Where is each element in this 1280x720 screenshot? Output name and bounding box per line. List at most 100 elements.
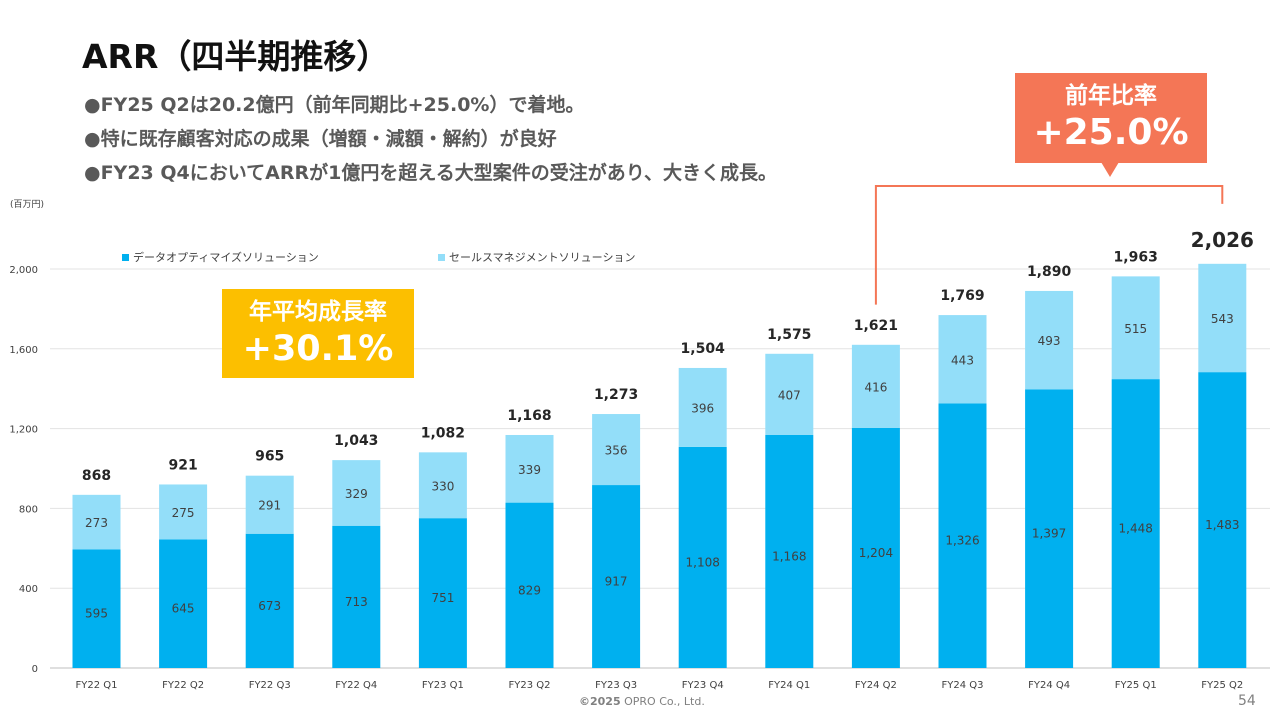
data-label-sales-management: 291 (258, 499, 281, 513)
bar-data-optimize (245, 533, 294, 668)
data-label-sales-management: 396 (691, 401, 714, 415)
data-label-data-optimize: 1,168 (772, 549, 806, 563)
page-number: 54 (1238, 693, 1256, 709)
bar-data-optimize (938, 403, 987, 668)
data-label-data-optimize: 713 (345, 595, 368, 609)
bar-sales-management (332, 460, 381, 526)
data-label-sales-management: 330 (431, 479, 454, 493)
bar-sales-management (1025, 290, 1074, 390)
data-label-data-optimize: 595 (85, 607, 108, 621)
bar-data-optimize (765, 434, 814, 668)
bar-data-optimize (72, 549, 121, 668)
bar-data-optimize (592, 485, 641, 668)
total-label: 1,769 (940, 288, 984, 304)
data-label-sales-management: 329 (345, 487, 368, 501)
data-label-data-optimize: 1,108 (686, 555, 720, 569)
bar-data-optimize (1111, 379, 1160, 668)
copyright-year: ©2025 (579, 695, 621, 708)
total-label: 868 (82, 468, 111, 484)
bar-data-optimize (1198, 372, 1247, 668)
total-label: 1,504 (681, 341, 726, 357)
legend-item-data-optimize: データオプティマイズソリューション (122, 249, 319, 265)
bar-data-optimize (505, 502, 554, 668)
y-tick-label: 800 (19, 504, 38, 515)
x-tick-label: FY23 Q3 (595, 680, 637, 691)
data-label-data-optimize: 1,448 (1119, 522, 1153, 536)
x-tick-label: FY22 Q1 (76, 680, 118, 691)
bar-sales-management (1111, 276, 1160, 380)
y-tick-label: 0 (32, 664, 38, 675)
data-label-data-optimize: 1,483 (1205, 518, 1239, 532)
data-label-data-optimize: 645 (172, 602, 195, 616)
total-label: 1,273 (594, 387, 638, 403)
footer-copyright: ©2025 OPRO Co., Ltd. (579, 695, 705, 708)
bar-sales-management (592, 414, 641, 486)
x-tick-label: FY24 Q1 (768, 680, 810, 691)
bar-sales-management (851, 344, 900, 428)
x-tick-label: FY24 Q3 (942, 680, 984, 691)
legend-label: セールスマネジメントソリューション (449, 251, 636, 264)
bullet-item: ●FY25 Q2は20.2億円（前年同期比+25.0%）で着地。 (84, 94, 585, 116)
bar-sales-management (72, 494, 121, 550)
bullet-item: ●特に既存顧客対応の成果（増額・減額・解約）が良好 (84, 128, 557, 150)
total-label: 921 (168, 457, 197, 473)
total-label: 1,575 (767, 327, 811, 343)
y-tick-label: 1,600 (9, 345, 38, 356)
legend-label: データオプティマイズソリューション (133, 251, 319, 264)
x-tick-label: FY25 Q2 (1201, 680, 1243, 691)
bar-sales-management (418, 452, 467, 519)
x-tick-label: FY22 Q4 (335, 680, 377, 691)
total-label: 1,043 (334, 433, 378, 449)
bar-data-optimize (851, 427, 900, 668)
data-label-sales-management: 493 (1038, 334, 1061, 348)
total-label: 1,963 (1114, 249, 1158, 265)
data-label-data-optimize: 917 (605, 575, 628, 589)
y-tick-label: 1,200 (9, 425, 38, 436)
x-tick-label: FY23 Q2 (509, 680, 551, 691)
legend-swatch (122, 253, 129, 261)
bullet-item: ●FY23 Q4においてARRが1億円を超える大型案件の受注があり、大きく成長。 (84, 162, 778, 184)
total-label: 965 (255, 449, 284, 465)
data-label-sales-management: 356 (605, 444, 628, 458)
legend-swatch (438, 253, 445, 261)
data-label-data-optimize: 829 (518, 583, 541, 597)
data-label-data-optimize: 1,326 (945, 534, 979, 548)
cagr-badge-value: +30.1% (242, 329, 394, 369)
data-label-sales-management: 543 (1211, 312, 1234, 326)
total-label: 1,168 (507, 408, 551, 424)
total-label: 1,890 (1027, 264, 1072, 280)
bar-sales-management (245, 475, 294, 534)
y-tick-label: 2,000 (9, 265, 38, 276)
bar-data-optimize (678, 446, 727, 668)
x-tick-label: FY22 Q2 (162, 680, 204, 691)
data-label-sales-management: 275 (172, 506, 195, 520)
data-label-sales-management: 339 (518, 463, 541, 477)
bar-sales-management (505, 434, 554, 503)
y-tick-label: 400 (19, 584, 38, 595)
bar-data-optimize (1025, 389, 1074, 668)
x-tick-label: FY23 Q4 (682, 680, 724, 691)
yoy-bracket (874, 185, 1224, 305)
company-name: OPRO Co., Ltd. (624, 695, 705, 708)
data-label-data-optimize: 751 (431, 591, 454, 605)
x-tick-label: FY24 Q4 (1028, 680, 1070, 691)
yoy-badge-pointer (1101, 162, 1119, 177)
cagr-badge-label: 年平均成長率 (249, 299, 387, 325)
data-label-sales-management: 443 (951, 353, 974, 367)
data-label-data-optimize: 1,204 (859, 546, 893, 560)
bar-data-optimize (332, 525, 381, 668)
yoy-badge-label: 前年比率 (1065, 83, 1157, 109)
y-axis-unit: (百万円) (10, 200, 45, 210)
bar-data-optimize (418, 518, 467, 668)
bar-sales-management (678, 367, 727, 447)
bar-data-optimize (159, 539, 208, 668)
bar-sales-management (1198, 263, 1247, 373)
yoy-badge-value: +25.0% (1033, 112, 1189, 153)
page-title: ARR（四半期推移） (82, 37, 390, 76)
data-label-sales-management: 407 (778, 388, 801, 402)
x-tick-label: FY23 Q1 (422, 680, 464, 691)
total-label: 2,026 (1191, 228, 1254, 252)
x-tick-label: FY25 Q1 (1115, 680, 1157, 691)
data-label-sales-management: 515 (1124, 322, 1147, 336)
